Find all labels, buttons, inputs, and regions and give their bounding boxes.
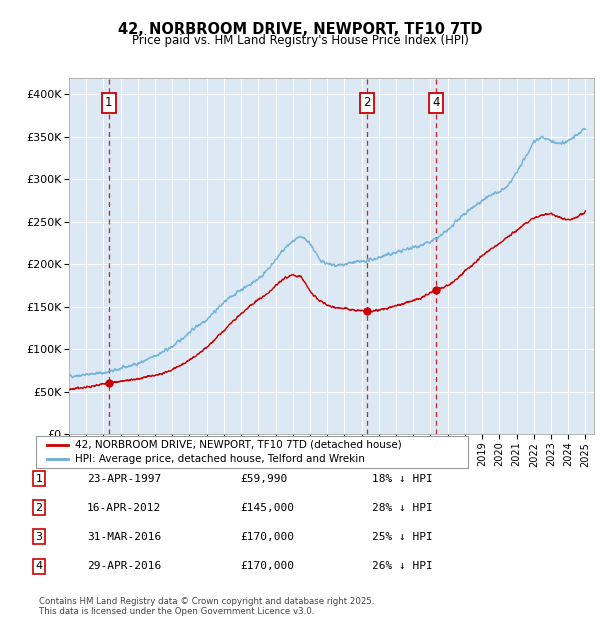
Text: 3: 3 [35, 532, 43, 542]
Text: 28% ↓ HPI: 28% ↓ HPI [372, 503, 433, 513]
Text: 23-APR-1997: 23-APR-1997 [87, 474, 161, 484]
Text: £170,000: £170,000 [240, 532, 294, 542]
Text: £145,000: £145,000 [240, 503, 294, 513]
Text: 18% ↓ HPI: 18% ↓ HPI [372, 474, 433, 484]
Text: 1: 1 [35, 474, 43, 484]
Text: 1: 1 [105, 97, 113, 110]
Text: Contains HM Land Registry data © Crown copyright and database right 2025.: Contains HM Land Registry data © Crown c… [39, 597, 374, 606]
Text: 25% ↓ HPI: 25% ↓ HPI [372, 532, 433, 542]
Text: £170,000: £170,000 [240, 561, 294, 571]
Text: 2: 2 [35, 503, 43, 513]
Text: Price paid vs. HM Land Registry's House Price Index (HPI): Price paid vs. HM Land Registry's House … [131, 34, 469, 47]
Text: 4: 4 [433, 97, 440, 110]
Text: HPI: Average price, detached house, Telford and Wrekin: HPI: Average price, detached house, Telf… [75, 454, 365, 464]
Text: 42, NORBROOM DRIVE, NEWPORT, TF10 7TD (detached house): 42, NORBROOM DRIVE, NEWPORT, TF10 7TD (d… [75, 440, 401, 450]
Text: 26% ↓ HPI: 26% ↓ HPI [372, 561, 433, 571]
Text: 29-APR-2016: 29-APR-2016 [87, 561, 161, 571]
Text: £59,990: £59,990 [240, 474, 287, 484]
Text: 2: 2 [363, 97, 370, 110]
Text: 42, NORBROOM DRIVE, NEWPORT, TF10 7TD: 42, NORBROOM DRIVE, NEWPORT, TF10 7TD [118, 22, 482, 37]
Text: 31-MAR-2016: 31-MAR-2016 [87, 532, 161, 542]
Text: 16-APR-2012: 16-APR-2012 [87, 503, 161, 513]
Text: This data is licensed under the Open Government Licence v3.0.: This data is licensed under the Open Gov… [39, 606, 314, 616]
Text: 4: 4 [35, 561, 43, 571]
